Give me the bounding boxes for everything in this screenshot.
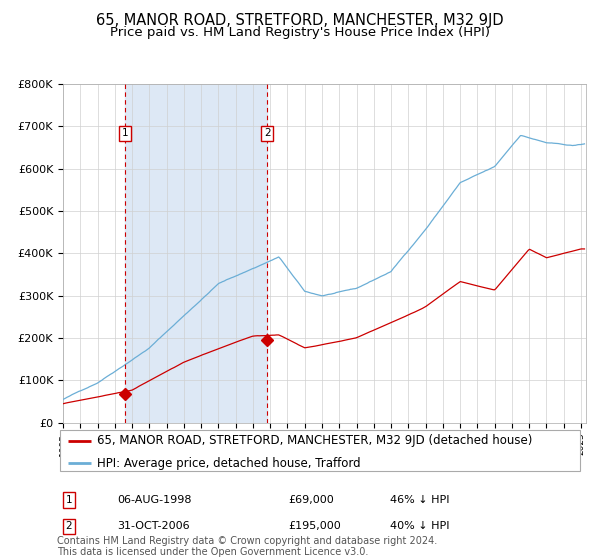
Bar xyxy=(125,84,267,423)
Text: 31-OCT-2006: 31-OCT-2006 xyxy=(117,521,190,531)
Text: HPI: Average price, detached house, Trafford: HPI: Average price, detached house, Traf… xyxy=(97,457,360,470)
Text: £69,000: £69,000 xyxy=(288,495,334,505)
Text: 65, MANOR ROAD, STRETFORD, MANCHESTER, M32 9JD: 65, MANOR ROAD, STRETFORD, MANCHESTER, M… xyxy=(96,13,504,28)
Text: 40% ↓ HPI: 40% ↓ HPI xyxy=(390,521,449,531)
Text: 06-AUG-1998: 06-AUG-1998 xyxy=(117,495,191,505)
FancyBboxPatch shape xyxy=(59,430,580,472)
Text: Contains HM Land Registry data © Crown copyright and database right 2024.
This d: Contains HM Land Registry data © Crown c… xyxy=(57,535,437,557)
Text: 65, MANOR ROAD, STRETFORD, MANCHESTER, M32 9JD (detached house): 65, MANOR ROAD, STRETFORD, MANCHESTER, M… xyxy=(97,435,532,447)
Text: 1: 1 xyxy=(122,128,128,138)
Text: 2: 2 xyxy=(65,521,73,531)
Text: 1: 1 xyxy=(65,495,73,505)
Text: 2: 2 xyxy=(264,128,271,138)
Text: £195,000: £195,000 xyxy=(288,521,341,531)
Text: Price paid vs. HM Land Registry's House Price Index (HPI): Price paid vs. HM Land Registry's House … xyxy=(110,26,490,39)
Text: 46% ↓ HPI: 46% ↓ HPI xyxy=(390,495,449,505)
